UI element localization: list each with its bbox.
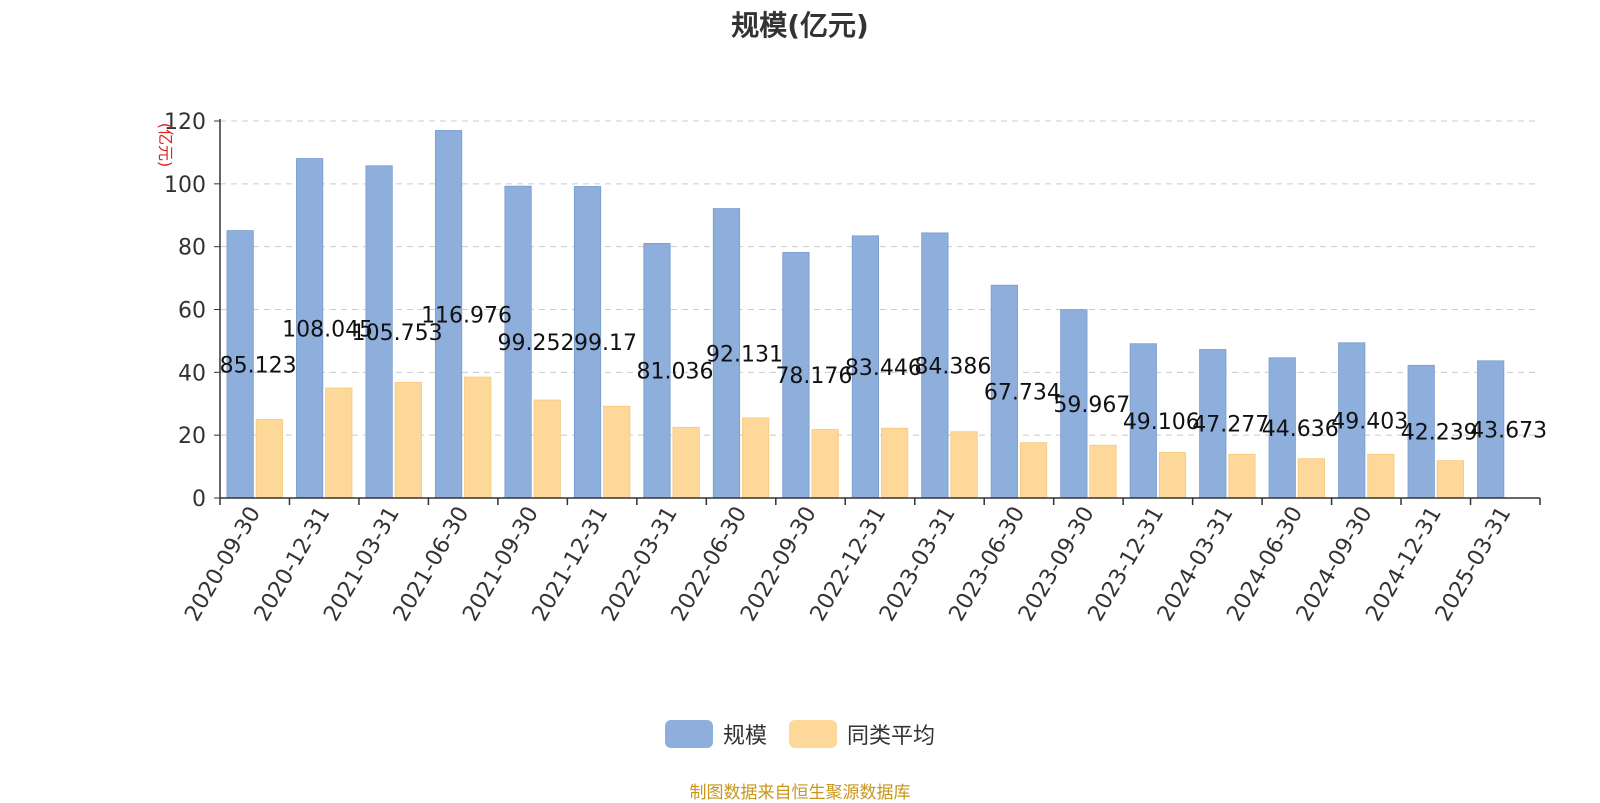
data-label-scale: 85.123 <box>220 353 297 378</box>
bar-scale[interactable] <box>1407 364 1435 499</box>
bar-peer-average[interactable] <box>950 431 978 499</box>
legend-swatch-scale <box>664 720 713 748</box>
x-tick-label: 2025-03-31 <box>1431 503 1517 626</box>
legend: 规模 同类平均 <box>0 718 1600 750</box>
bar-peer-average[interactable] <box>603 405 631 499</box>
data-label-scale: 92.131 <box>706 342 783 367</box>
bar-scale[interactable] <box>226 230 254 499</box>
bar-peer-average[interactable] <box>742 417 770 499</box>
data-label-scale: 78.176 <box>775 364 852 389</box>
data-label-scale: 84.386 <box>914 354 991 379</box>
data-label-scale: 59.967 <box>1053 393 1130 418</box>
bar-peer-average[interactable] <box>1367 453 1395 499</box>
data-label-scale: 47.277 <box>1192 413 1269 438</box>
bar-peer-average[interactable] <box>1158 452 1187 499</box>
y-axis-label: (亿元) <box>156 123 175 168</box>
bars <box>226 130 1505 499</box>
legend-item-peer-average[interactable]: 同类平均 <box>789 718 935 750</box>
bar-scale[interactable] <box>1199 349 1227 499</box>
source-note: 制图数据来自恒生聚源数据库 <box>689 783 911 803</box>
bar-scale[interactable] <box>643 243 671 499</box>
bar-peer-average[interactable] <box>1436 460 1464 499</box>
bar-scale[interactable] <box>921 232 949 499</box>
y-tick-label: 80 <box>178 236 206 261</box>
bar-scale[interactable] <box>573 186 602 499</box>
y-tick-label: 60 <box>178 299 206 324</box>
y-tick-label: 120 <box>164 110 206 135</box>
bar-scale[interactable] <box>1477 360 1505 499</box>
bar-peer-average[interactable] <box>1228 453 1256 499</box>
data-label-scale: 49.106 <box>1123 410 1200 435</box>
data-label-scale: 105.753 <box>352 321 443 346</box>
data-label-scale: 43.673 <box>1470 418 1547 443</box>
y-tick-label: 20 <box>178 424 206 449</box>
legend-label-peer-average: 同类平均 <box>847 724 936 749</box>
data-label-scale: 42.239 <box>1401 421 1478 446</box>
y-tick-label: 100 <box>164 173 206 198</box>
bar-peer-average[interactable] <box>533 399 561 499</box>
data-label-scale: 108.045 <box>282 317 373 342</box>
chart-title: 规模(亿元) <box>731 9 869 42</box>
data-label-scale: 83.446 <box>845 356 922 381</box>
data-label-scale: 99.17 <box>574 331 637 356</box>
legend-label-scale: 规模 <box>722 724 767 749</box>
bar-peer-average[interactable] <box>394 381 422 499</box>
bar-peer-average[interactable] <box>811 429 839 499</box>
y-tick-label: 40 <box>178 361 206 386</box>
bar-scale[interactable] <box>782 251 810 499</box>
bar-peer-average[interactable] <box>880 427 909 499</box>
bar-scale[interactable] <box>1338 342 1366 499</box>
data-label-scale: 49.403 <box>1331 409 1408 434</box>
data-label-scale: 116.976 <box>421 303 512 328</box>
data-label-scale: 99.252 <box>498 331 575 356</box>
y-tick-label: 0 <box>192 487 206 512</box>
data-label-scale: 44.636 <box>1262 417 1339 442</box>
data-label-scale: 81.036 <box>636 360 713 385</box>
bar-peer-average[interactable] <box>464 376 492 499</box>
bar-scale[interactable] <box>1129 343 1157 499</box>
bar-peer-average[interactable] <box>1297 458 1326 499</box>
bar-peer-average[interactable] <box>1019 442 1048 499</box>
bar-scale[interactable] <box>712 208 741 499</box>
data-label-scale: 67.734 <box>984 381 1061 406</box>
bar-peer-average[interactable] <box>1089 444 1117 499</box>
bar-peer-average[interactable] <box>255 419 283 499</box>
legend-swatch-peer-average <box>789 720 837 748</box>
legend-item-scale[interactable]: 规模 <box>664 718 767 750</box>
bar-peer-average[interactable] <box>325 387 353 499</box>
bar-scale[interactable] <box>1268 357 1296 499</box>
bar-scale[interactable] <box>1060 309 1088 499</box>
bar-scale[interactable] <box>990 284 1018 499</box>
bar-scale[interactable] <box>851 235 880 499</box>
bar-peer-average[interactable] <box>672 426 700 499</box>
